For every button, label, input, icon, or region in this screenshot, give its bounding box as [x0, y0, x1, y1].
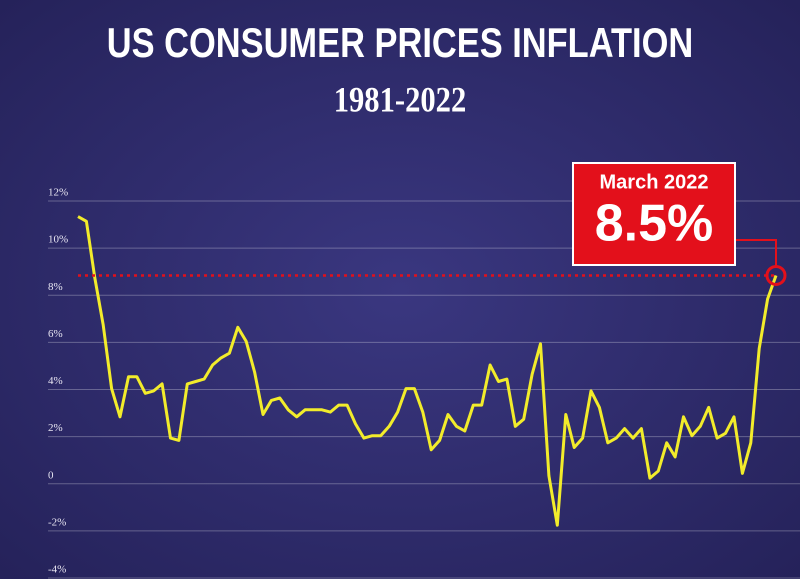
y-tick-label: -4% — [48, 564, 66, 576]
y-tick-label: 2% — [48, 422, 63, 434]
y-tick-label: -2% — [48, 516, 66, 528]
y-tick-label: 0 — [48, 469, 54, 481]
chart-title: US CONSUMER PRICES INFLATION — [107, 20, 694, 67]
y-tick-label: 12% — [48, 187, 68, 199]
annotation-label: March 2022 — [600, 171, 709, 193]
annotation-box — [572, 162, 736, 266]
annotation-value: 8.5% — [595, 195, 714, 253]
inflation-line — [77, 215, 778, 527]
y-tick-label: 10% — [48, 234, 68, 246]
connector — [735, 239, 777, 267]
y-tick-label: 8% — [48, 281, 63, 293]
y-tick-label: 6% — [48, 328, 63, 340]
chart-subtitle: 1981-2022 — [334, 80, 467, 120]
y-tick-label: 4% — [48, 375, 63, 387]
